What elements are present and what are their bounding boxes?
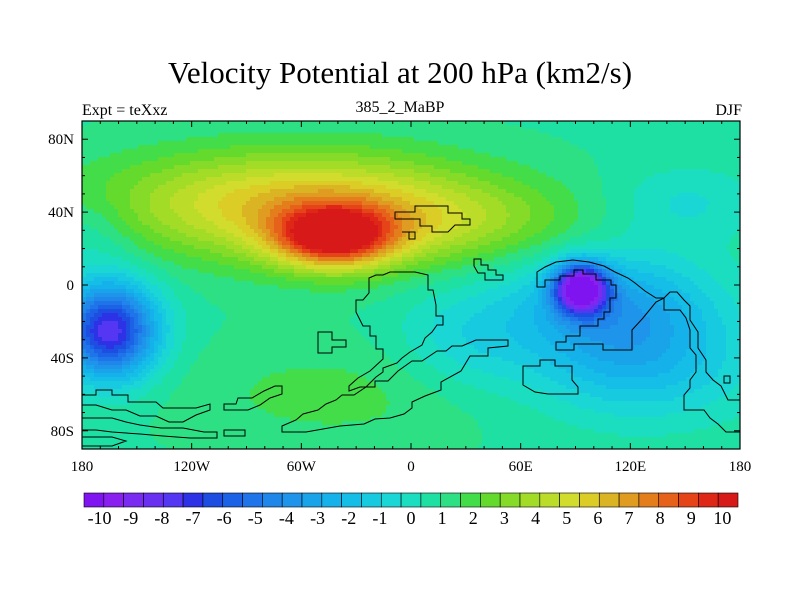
season-label: DJF: [715, 102, 742, 119]
colorbar-swatch: [262, 492, 283, 508]
colorbar-label: -6: [217, 508, 232, 528]
colorbar-swatch: [559, 492, 580, 508]
colorbar-swatch: [202, 492, 224, 508]
colorbar-label: 10: [713, 508, 731, 528]
map-axes: 180 120W 60W 0 60E 120E 180 80N 40N 0 40S 80S: [48, 120, 752, 475]
colorbar-swatch: [400, 492, 422, 508]
colorbar-label: -3: [310, 508, 325, 528]
y-tick-label: 80N: [48, 132, 74, 148]
colorbar-label: -4: [279, 508, 294, 528]
y-tick-label: 40S: [51, 351, 74, 367]
colorbar-label: -1: [372, 508, 387, 528]
contour-field: [82, 121, 740, 449]
y-tick-label: 0: [67, 278, 75, 294]
colorbar-swatch: [598, 492, 620, 508]
x-tick-label: 120E: [614, 459, 646, 475]
colorbar-swatch: [143, 492, 164, 508]
colorbar-swatch: [618, 492, 640, 508]
colorbar-swatch: [123, 492, 144, 508]
colorbar-label: 6: [593, 508, 602, 528]
coastline-outline: [82, 205, 740, 447]
colorbar-swatch: [321, 492, 342, 508]
colorbar-swatch: [480, 492, 501, 508]
colorbar-swatch: [182, 492, 204, 508]
colorbar-swatch: [281, 492, 303, 508]
colorbar-swatch: [380, 492, 402, 508]
x-tick-label: 60W: [287, 459, 317, 475]
colorbar-swatch: [460, 492, 481, 508]
colorbar-swatch: [341, 492, 362, 508]
colorbar-swatch: [698, 492, 719, 508]
x-tick-label: 60E: [509, 459, 533, 475]
colorbar-swatch: [579, 492, 600, 508]
colorbar-label: 2: [469, 508, 478, 528]
y-tick-label: 40N: [48, 205, 74, 221]
colorbar-swatch: [519, 492, 541, 508]
y-tick-label: 80S: [51, 424, 74, 440]
x-tick-label: 0: [407, 459, 415, 475]
colorbar-label: -10: [88, 508, 112, 528]
colorbar-label: -9: [123, 508, 138, 528]
colorbar-label: 8: [656, 508, 665, 528]
colorbar-swatch: [717, 492, 739, 508]
colorbar-swatch: [361, 492, 382, 508]
colorbar-swatch: [301, 492, 323, 508]
chart-title: Velocity Potential at 200 hPa (km2/s): [167, 55, 633, 90]
colorbar-swatch: [222, 492, 243, 508]
colorbar-swatch: [539, 492, 560, 508]
colorbar-swatch: [83, 492, 105, 508]
colorbar-label: 4: [531, 508, 540, 528]
colorbar-swatch: [678, 492, 699, 508]
colorbar-label: 0: [407, 508, 416, 528]
case-label: 385_2_MaBP: [355, 99, 445, 116]
colorbar-swatch: [420, 492, 442, 508]
colorbar: -10 -9 -8 -7 -6 -5 -4 -3 -2 -1 0 1 2 3 4 5 6 7 8 9 10: [83, 492, 739, 528]
colorbar-label: 7: [625, 508, 634, 528]
colorbar-label: -5: [248, 508, 263, 528]
x-tick-label: 120W: [173, 459, 211, 475]
experiment-label: Expt = teXxz: [82, 102, 168, 119]
colorbar-swatch: [440, 492, 461, 508]
colorbar-label: -8: [154, 508, 169, 528]
colorbar-label: -7: [186, 508, 201, 528]
x-tick-label: 180: [729, 459, 752, 475]
colorbar-label: 5: [562, 508, 571, 528]
colorbar-swatch: [499, 492, 521, 508]
colorbar-swatch: [658, 492, 679, 508]
colorbar-swatch: [242, 492, 263, 508]
colorbar-label: 3: [500, 508, 509, 528]
colorbar-label: 1: [438, 508, 447, 528]
colorbar-swatch: [638, 492, 660, 508]
colorbar-label: 9: [687, 508, 696, 528]
colorbar-swatch: [103, 492, 124, 508]
x-tick-label: 180: [71, 459, 94, 475]
colorbar-label: -2: [341, 508, 356, 528]
colorbar-swatch: [162, 492, 184, 508]
